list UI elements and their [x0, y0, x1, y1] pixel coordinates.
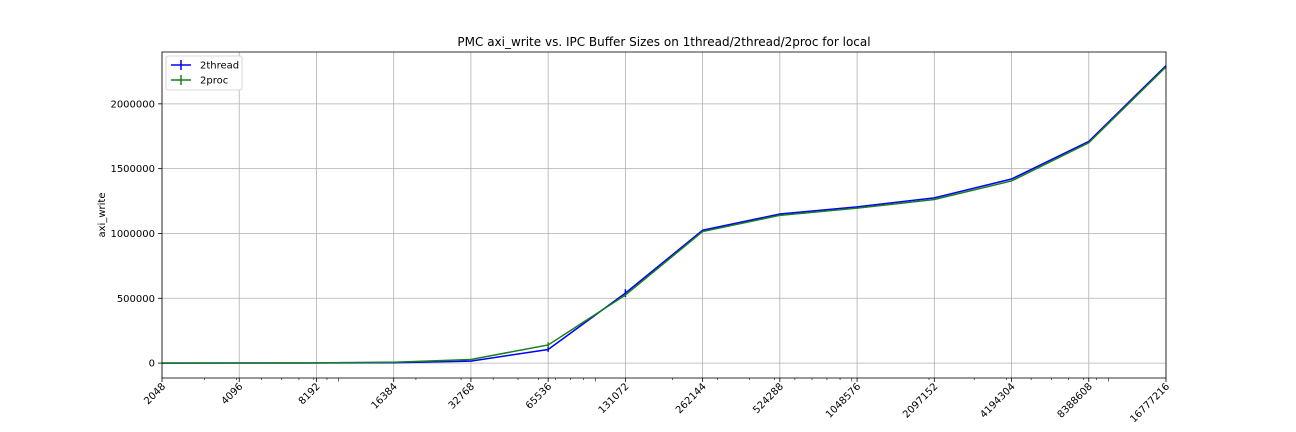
y-axis-label: axi_write — [97, 193, 108, 238]
y-tick-label: 1000000 — [110, 229, 155, 240]
grid — [161, 52, 1167, 378]
series-line-2thread — [161, 65, 1167, 364]
legend-label: 2proc — [200, 76, 228, 87]
x-tick-label: 32768 — [447, 381, 477, 411]
series-2thread — [161, 65, 1167, 364]
y-tick-label: 2000000 — [110, 99, 155, 110]
x-tick-label: 4096 — [220, 381, 246, 407]
legend-entry-2thread: 2thread — [171, 60, 239, 72]
axis-ticks: 2048 4096 8192 16384 32768 65536 131072 262144 5… — [110, 99, 1172, 425]
y-tick-label: 1500000 — [110, 164, 155, 175]
legend-label: 2thread — [200, 61, 239, 72]
x-tick-label: 2097152 — [901, 381, 940, 420]
x-tick-label: 8388608 — [1056, 381, 1095, 420]
x-tick-label: 262144 — [674, 381, 709, 416]
plot-frame — [161, 51, 1167, 379]
x-tick-label: 8192 — [297, 381, 323, 407]
chart-title: PMC axi_write vs. IPC Buffer Sizes on 1t… — [457, 35, 870, 49]
x-tick-label: 131072 — [597, 381, 632, 416]
legend-entry-2proc: 2proc — [171, 75, 228, 87]
x-tick-label: 2048 — [142, 381, 168, 407]
x-tick-label: 1048576 — [824, 381, 863, 420]
series-line-2proc — [161, 66, 1167, 364]
legend: 2thread 2proc — [165, 55, 243, 91]
x-tick-label: 16777216 — [1128, 381, 1172, 425]
x-tick-label: 524288 — [751, 381, 786, 416]
series-lines — [161, 65, 1167, 364]
series-2proc — [161, 66, 1167, 364]
x-tick-label: 4194304 — [978, 381, 1017, 420]
x-tick-label: 65536 — [524, 381, 554, 411]
y-tick-label: 500000 — [117, 294, 155, 305]
x-tick-label: 16384 — [370, 381, 400, 411]
y-tick-label: 0 — [149, 359, 155, 370]
